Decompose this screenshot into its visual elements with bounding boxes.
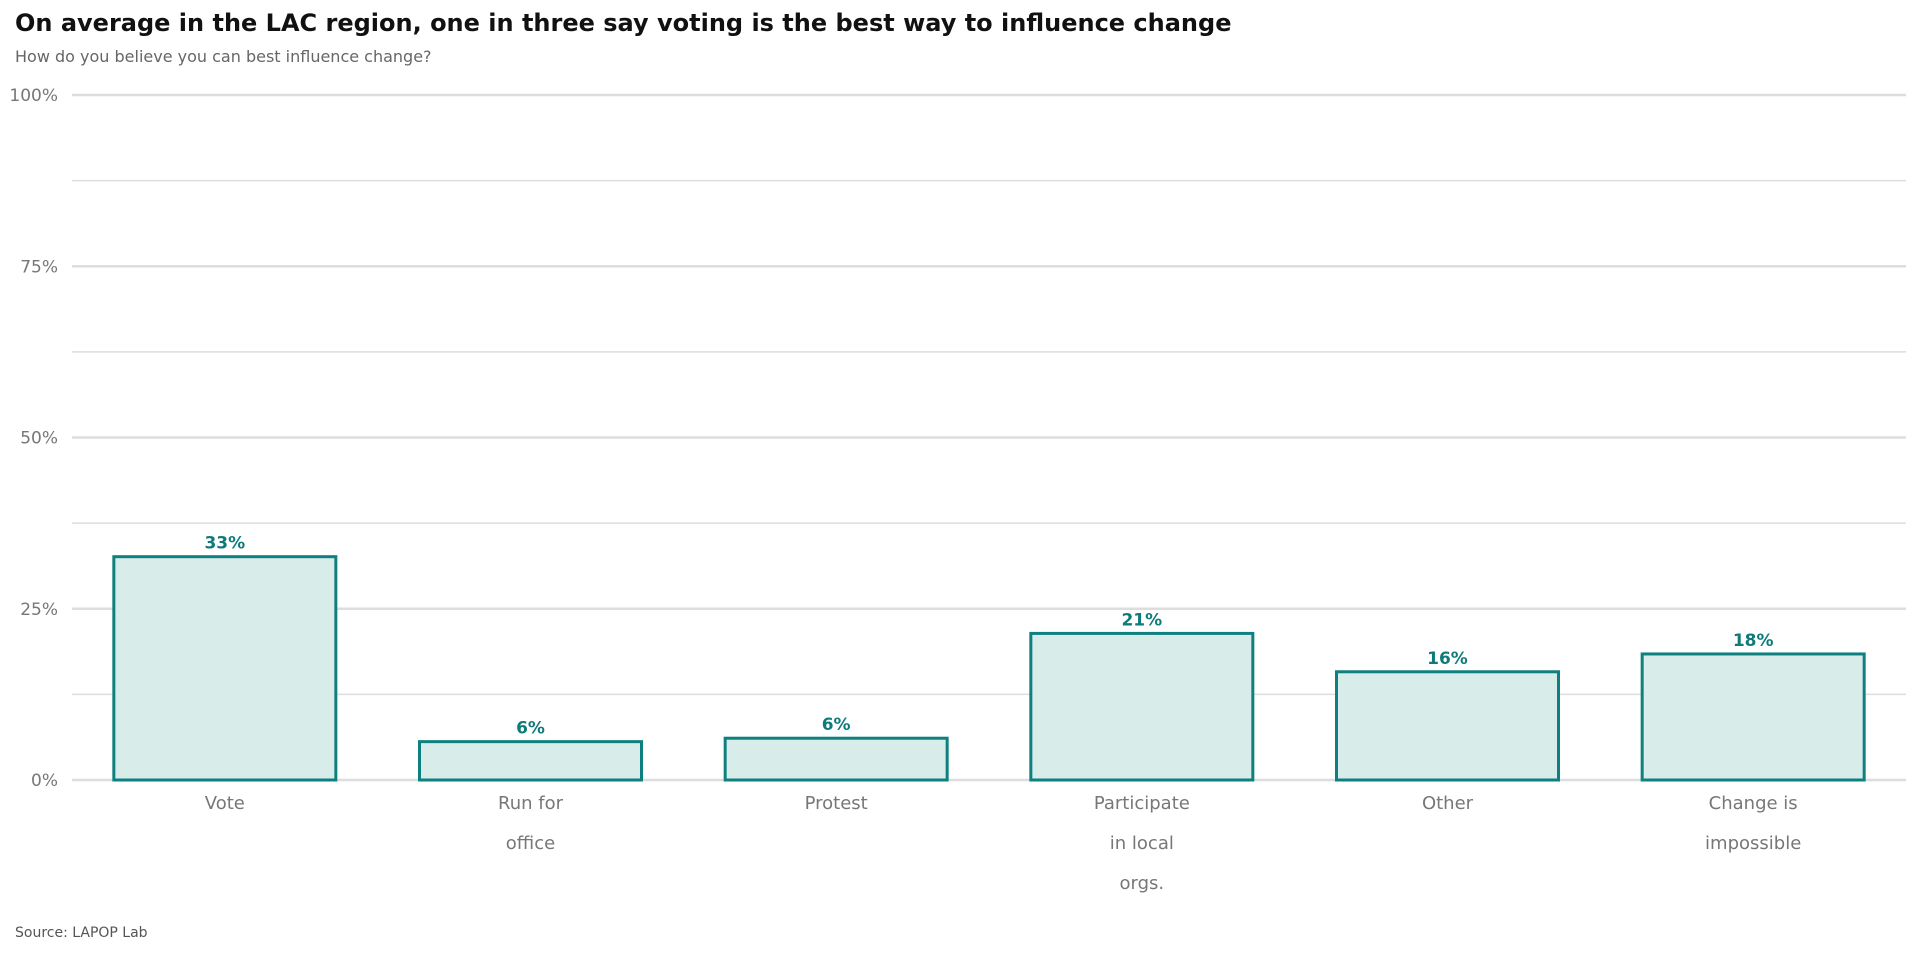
bars bbox=[112, 555, 1866, 782]
bar-value-label: 6% bbox=[822, 715, 851, 735]
y-tick-label: 50% bbox=[20, 429, 58, 449]
bar-chart: 0% 25% 50% 75% 100% 33% 6% 6% 21% 16% 18% Vote Run… bbox=[9, 86, 1906, 894]
x-tick-label: Change is impossible bbox=[1705, 793, 1801, 854]
x-tick-label: Participate in local orgs. bbox=[1094, 793, 1190, 894]
bar-value-label: 18% bbox=[1733, 631, 1774, 651]
y-tick-label: 0% bbox=[31, 771, 58, 791]
source-note: Source: LAPOP Lab bbox=[15, 925, 148, 941]
y-tick-label: 75% bbox=[20, 257, 58, 277]
x-tick-label: Vote bbox=[205, 793, 245, 814]
bar-value-label: 16% bbox=[1427, 649, 1468, 669]
bar-value-label: 33% bbox=[204, 534, 245, 554]
bar-value-label: 21% bbox=[1121, 610, 1162, 630]
chart-title: On average in the LAC region, one in thr… bbox=[15, 9, 1232, 37]
bar bbox=[1029, 631, 1255, 782]
bar bbox=[723, 736, 949, 782]
y-tick-label: 100% bbox=[9, 86, 58, 106]
grid-lines bbox=[72, 93, 1906, 782]
x-tick-label: Run for office bbox=[498, 793, 564, 854]
bar bbox=[112, 555, 338, 782]
y-tick-label: 25% bbox=[20, 600, 58, 620]
x-tick-label: Protest bbox=[805, 793, 868, 814]
x-tick-label: Other bbox=[1422, 793, 1474, 814]
value-labels: 33% 6% 6% 21% 16% 18% bbox=[204, 534, 1773, 739]
bar bbox=[418, 740, 643, 782]
bar-value-label: 6% bbox=[516, 719, 545, 739]
bar bbox=[1640, 652, 1866, 782]
bar bbox=[1335, 670, 1560, 782]
y-axis-ticks: 0% 25% 50% 75% 100% bbox=[9, 86, 58, 791]
chart-subtitle: How do you believe you can best influenc… bbox=[15, 47, 432, 66]
x-axis-ticks: Vote Run for office Protest Participate in lo… bbox=[205, 793, 1801, 894]
